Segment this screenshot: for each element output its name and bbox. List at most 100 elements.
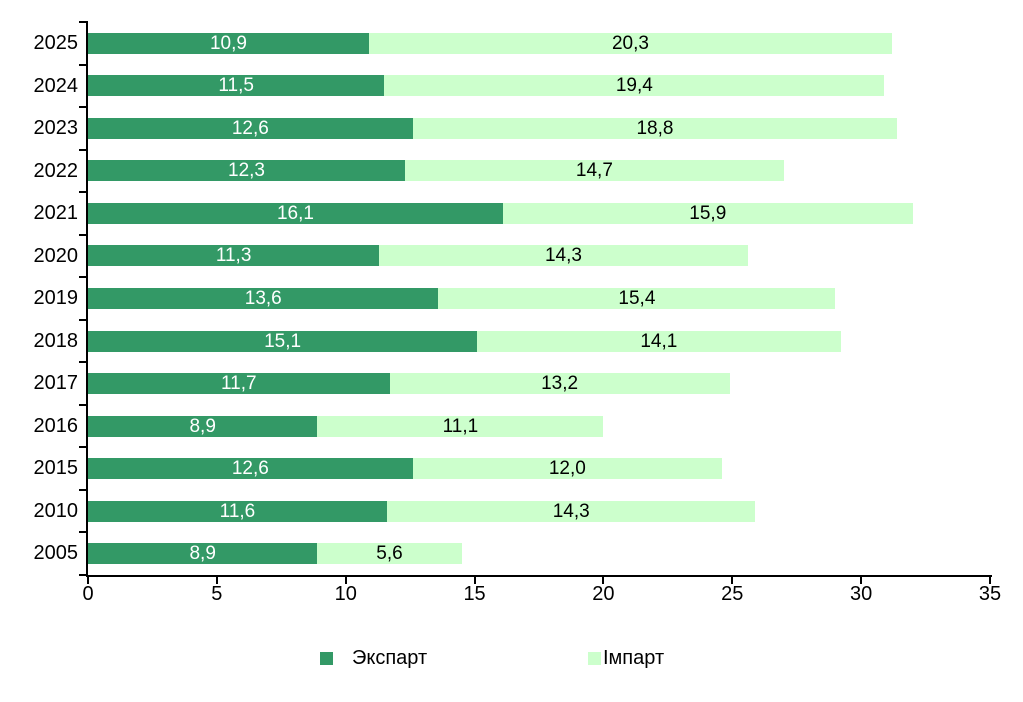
y-tick-mark xyxy=(79,148,88,151)
import-segment-2019: 15,4 xyxy=(438,288,836,309)
bar-value-label: 15,4 xyxy=(618,288,656,309)
x-tick-mark-30 xyxy=(860,577,863,584)
bar-value-label: 11,3 xyxy=(215,245,252,267)
bar-value-label: 13,2 xyxy=(541,373,579,395)
y-tick-mark xyxy=(79,446,88,449)
bar-value-label: 13,6 xyxy=(244,288,282,309)
x-tick-label-25: 25 xyxy=(721,583,744,605)
export-segment-2025: 10,9 xyxy=(88,32,369,54)
export-segment-2022: 12,3 xyxy=(88,160,405,182)
x-tick-mark-0 xyxy=(87,577,89,584)
export-segment-2016: 8,9 xyxy=(88,415,318,437)
export-segment-2005: 8,9 xyxy=(88,543,318,565)
category-label-2017: 2017 xyxy=(33,372,79,395)
y-tick-mark xyxy=(79,276,88,279)
category-label-2019: 2019 xyxy=(33,287,79,310)
export-segment-2017: 11,7 xyxy=(88,373,390,395)
legend: Экспарт Імпарт xyxy=(0,640,1023,680)
y-tick-mark xyxy=(79,233,88,236)
y-tick-mark xyxy=(79,63,88,66)
x-tick-mark-15 xyxy=(473,577,476,584)
bar-value-label: 14,7 xyxy=(575,160,613,182)
x-tick-label-15: 15 xyxy=(463,583,486,605)
import-segment-2021: 15,9 xyxy=(502,202,913,224)
category-label-2023: 2023 xyxy=(33,117,79,140)
import-segment-2025: 20,3 xyxy=(368,32,893,54)
category-label-2015: 2015 xyxy=(33,457,79,480)
bar-value-label: 12,3 xyxy=(228,160,265,182)
y-tick-mark xyxy=(79,106,88,109)
bar-value-label: 11,6 xyxy=(219,500,256,522)
x-tick-mark-35 xyxy=(989,577,991,584)
x-tick-label-30: 30 xyxy=(850,583,873,605)
y-tick-mark xyxy=(79,403,88,406)
category-label-2005: 2005 xyxy=(33,542,79,565)
x-tick-label-20: 20 xyxy=(592,583,615,605)
legend-label-import: Імпарт xyxy=(603,647,665,669)
category-label-2016: 2016 xyxy=(33,414,79,437)
bar-value-label: 11,7 xyxy=(220,373,257,395)
export-segment-2010: 11,6 xyxy=(88,500,387,522)
import-segment-2015: 12,0 xyxy=(412,458,722,480)
export-segment-2021: 16,1 xyxy=(88,202,503,224)
category-label-2020: 2020 xyxy=(33,244,79,267)
y-tick-mark xyxy=(79,361,88,364)
import-segment-2023: 18,8 xyxy=(412,117,898,139)
legend-swatch-import xyxy=(588,652,601,665)
import-segment-2017: 13,2 xyxy=(389,373,730,395)
bar-value-label: 19,4 xyxy=(615,75,653,97)
export-segment-2019: 13,6 xyxy=(88,288,439,309)
y-axis-line xyxy=(86,22,88,577)
bar-value-label: 10,9 xyxy=(209,32,247,54)
bar-value-label: 15,1 xyxy=(264,330,302,352)
x-tick-label-5: 5 xyxy=(211,583,223,605)
import-segment-2020: 14,3 xyxy=(379,245,748,267)
y-tick-mark xyxy=(79,488,88,491)
x-tick-label-10: 10 xyxy=(334,583,357,605)
x-tick-mark-25 xyxy=(731,577,734,584)
category-label-2010: 2010 xyxy=(33,499,79,522)
import-segment-2010: 14,3 xyxy=(386,500,756,522)
bar-value-label: 8,9 xyxy=(189,543,216,565)
category-label-2018: 2018 xyxy=(33,329,79,352)
legend-label-export: Экспарт xyxy=(352,647,428,669)
export-segment-2023: 12,6 xyxy=(88,117,413,139)
import-segment-2005: 5,6 xyxy=(317,543,462,565)
x-tick-mark-10 xyxy=(344,577,347,584)
bar-value-label: 12,6 xyxy=(231,117,269,139)
bar-value-label: 14,3 xyxy=(552,500,590,522)
bar-value-label: 14,1 xyxy=(640,330,678,352)
legend-swatch-export xyxy=(320,652,333,665)
category-label-2024: 2024 xyxy=(33,74,79,97)
bar-value-label: 11,5 xyxy=(218,75,254,97)
y-tick-mark xyxy=(79,531,88,534)
import-segment-2018: 14,1 xyxy=(477,330,841,352)
bar-value-label: 20,3 xyxy=(611,32,649,54)
y-tick-mark xyxy=(79,191,88,194)
bar-value-label: 12,0 xyxy=(548,458,586,480)
bar-value-label: 8,9 xyxy=(189,415,216,437)
bar-value-label: 14,3 xyxy=(544,245,582,267)
import-segment-2016: 11,1 xyxy=(317,415,604,437)
bar-value-label: 11,1 xyxy=(442,415,479,437)
x-tick-label-0: 0 xyxy=(82,583,94,605)
y-tick-mark xyxy=(79,318,88,321)
import-segment-2024: 19,4 xyxy=(384,75,885,97)
category-label-2022: 2022 xyxy=(33,159,79,182)
y-tick-mark xyxy=(79,21,88,23)
bar-value-label: 16,1 xyxy=(276,202,314,224)
export-segment-2024: 11,5 xyxy=(88,75,385,97)
export-segment-2020: 11,3 xyxy=(88,245,380,267)
x-tick-mark-5 xyxy=(215,577,218,584)
bar-value-label: 15,9 xyxy=(689,202,727,224)
category-label-2025: 2025 xyxy=(33,32,79,54)
export-segment-2015: 12,6 xyxy=(88,458,413,480)
bar-value-label: 18,8 xyxy=(636,117,674,139)
export-segment-2018: 15,1 xyxy=(88,330,478,352)
y-tick-mark xyxy=(79,574,88,576)
x-tick-label-35: 35 xyxy=(978,583,1002,605)
category-label-2021: 2021 xyxy=(33,202,79,225)
x-tick-mark-20 xyxy=(602,577,605,584)
import-segment-2022: 14,7 xyxy=(404,160,784,182)
